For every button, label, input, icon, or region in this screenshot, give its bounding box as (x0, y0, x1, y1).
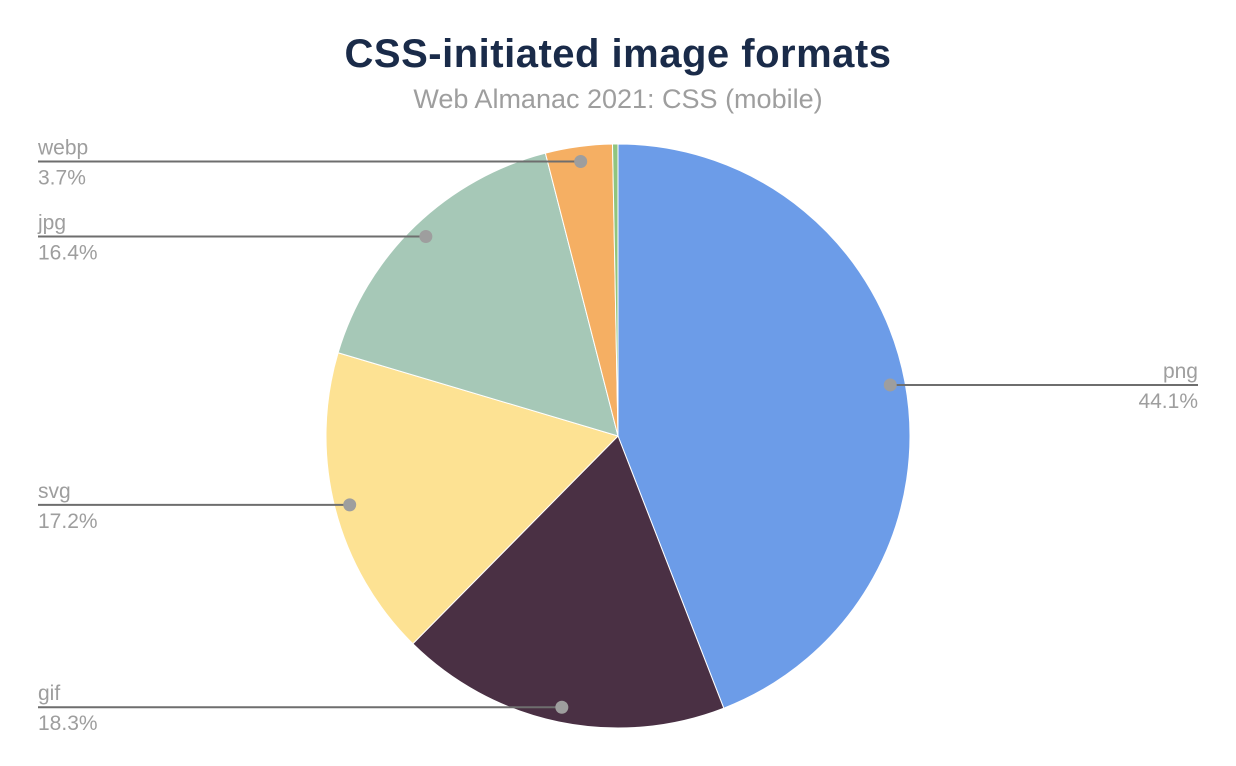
slice-label: webp (37, 137, 88, 160)
leader-dot (883, 378, 897, 392)
slice-label: gif (38, 682, 60, 705)
slice-percent: 44.1% (1138, 390, 1198, 413)
slice-percent: 17.2% (38, 510, 98, 533)
slice-label: svg (38, 480, 71, 503)
slice-callout-png: png 44.1% (883, 360, 1198, 413)
chart-title: CSS-initiated image formats (344, 32, 892, 76)
slice-label: jpg (37, 211, 66, 234)
leader-dot (555, 700, 569, 714)
slice-callout-jpg: jpg 16.4% (37, 211, 433, 264)
slice-percent: 18.3% (38, 712, 98, 735)
leader-dot (343, 498, 357, 512)
slice-percent: 16.4% (38, 241, 98, 264)
leader-dot (419, 229, 433, 243)
pie-slice-svg[interactable] (325, 352, 619, 645)
chart-subtitle: Web Almanac 2021: CSS (mobile) (413, 84, 823, 114)
slice-callout-svg: svg 17.2% (38, 480, 357, 533)
slice-percent: 3.7% (38, 167, 86, 190)
pie-slice-gif[interactable] (412, 435, 725, 729)
leader-dot (574, 155, 588, 169)
pie-slice-jpg[interactable] (337, 152, 619, 437)
slice-callout-webp: webp 3.7% (37, 137, 588, 190)
slice-label: png (1163, 360, 1198, 383)
slice-callout-gif: gif 18.3% (38, 682, 569, 735)
pie-slice-png[interactable] (617, 143, 911, 709)
pie-slice-other[interactable] (612, 143, 619, 437)
